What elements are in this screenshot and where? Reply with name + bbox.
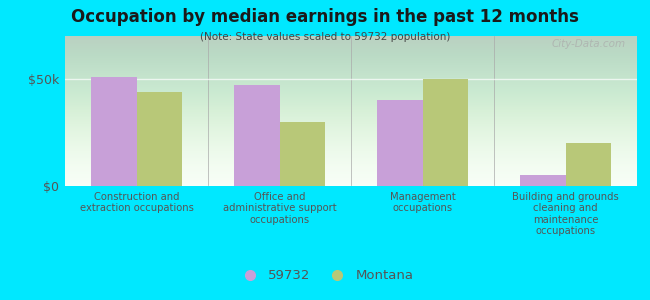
Text: (Note: State values scaled to 59732 population): (Note: State values scaled to 59732 popu…	[200, 32, 450, 41]
Bar	[280, 122, 325, 186]
Bar	[520, 175, 566, 186]
Text: Occupation by median earnings in the past 12 months: Occupation by median earnings in the pas…	[71, 8, 579, 26]
Bar	[234, 85, 280, 186]
Bar	[566, 143, 611, 186]
Bar	[377, 100, 423, 186]
Bar	[422, 79, 468, 186]
Text: City-Data.com: City-Data.com	[551, 39, 625, 49]
Bar	[136, 92, 182, 186]
Bar	[91, 77, 136, 186]
Legend: 59732, Montana: 59732, Montana	[231, 264, 419, 287]
